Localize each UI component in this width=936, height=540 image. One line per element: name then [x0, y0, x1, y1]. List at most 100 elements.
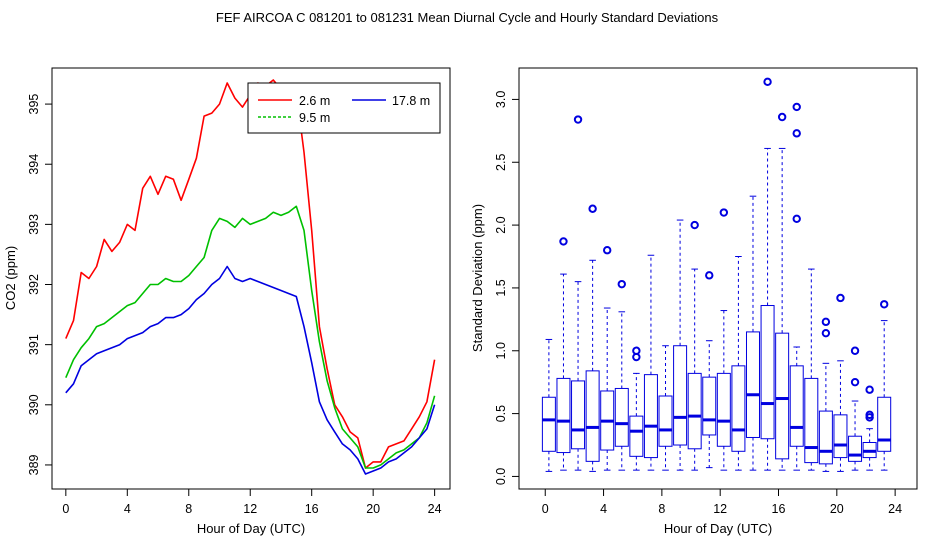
right-y-axis: 0.0 0.5 1.0 1.5 2.0 2.5 3.0	[494, 91, 520, 485]
box-hour-8	[658, 345, 673, 471]
iqr-box	[716, 372, 731, 447]
box-hour-23	[877, 300, 892, 471]
box-hour-19	[818, 317, 833, 472]
iqr-box	[760, 305, 775, 440]
right-x-axis-label: Hour of Day (UTC)	[664, 521, 772, 536]
outlier-point	[792, 129, 801, 138]
outlier-point	[690, 220, 699, 230]
outlier-point	[792, 214, 801, 224]
iqr-box	[702, 376, 717, 436]
legend-box	[247, 82, 441, 134]
iqr-box	[658, 395, 673, 447]
right-plot-frame	[518, 67, 918, 490]
box-hour-1	[556, 237, 571, 471]
right-x-tick-label-4: 4	[600, 502, 607, 516]
outlier-point	[792, 102, 801, 112]
box-hour-7	[643, 254, 658, 471]
iqr-box	[629, 415, 644, 457]
box-hour-4	[600, 246, 615, 471]
outlier-point	[865, 385, 874, 394]
iqr-box	[833, 414, 848, 459]
outlier-point	[705, 271, 714, 280]
left-x-tick-label-20: 20	[366, 502, 380, 516]
left-x-tick-label-12: 12	[243, 502, 257, 516]
box-hour-20	[833, 293, 848, 472]
left-y-tick-label-393: 393	[27, 214, 41, 235]
box-hour-14	[745, 195, 760, 471]
iqr-box	[643, 374, 658, 459]
right-y-tick-label-2.0: 2.0	[494, 216, 508, 233]
outlier-point	[865, 410, 874, 420]
left-x-tick-label-0: 0	[62, 502, 69, 516]
left-x-tick-label-24: 24	[428, 502, 442, 516]
outlier-point	[777, 112, 787, 122]
box-hour-12	[716, 208, 731, 471]
box-hour-2	[571, 115, 586, 471]
outlier-point	[632, 346, 641, 355]
outlier-point	[836, 293, 845, 303]
legend-label-2.6m: 2.6 m	[299, 94, 330, 108]
outlier-point	[879, 300, 889, 309]
right-x-tick-label-0: 0	[542, 502, 549, 516]
legend-label-17.8m: 17.8 m	[392, 94, 430, 108]
right-y-tick-label-1.5: 1.5	[494, 279, 508, 296]
left-x-axis-label: Hour of Day (UTC)	[197, 521, 305, 536]
std-dev-boxes	[541, 77, 892, 472]
right-x-tick-label-8: 8	[658, 502, 665, 516]
iqr-box	[556, 377, 571, 454]
right-x-tick-label-24: 24	[888, 502, 902, 516]
outlier-point	[617, 279, 626, 289]
outlier-point	[821, 328, 831, 338]
box-hour-16	[775, 112, 790, 471]
left-x-tick-label-8: 8	[185, 502, 192, 516]
iqr-box	[614, 387, 629, 447]
iqr-box	[848, 435, 863, 462]
co2-line-panel: 0 4 8 12 16 20 24 389 390 391 392 393 394 395 Hour o…	[3, 67, 451, 536]
box-hour-5	[614, 279, 629, 471]
box-hour-10	[687, 220, 702, 471]
box-hour-18	[804, 268, 819, 471]
box-hour-17	[789, 102, 804, 471]
iqr-box	[818, 410, 833, 465]
left-y-axis: 389 390 391 392 393 394 395	[27, 94, 53, 475]
left-y-tick-label-394: 394	[27, 154, 41, 175]
series-line-9.5m	[65, 205, 436, 469]
outlier-point	[573, 115, 583, 124]
box-hour-11	[702, 271, 717, 469]
iqr-box	[673, 345, 688, 446]
iqr-box	[687, 372, 702, 450]
right-y-tick-label-0.0: 0.0	[494, 468, 508, 485]
outlier-point	[763, 77, 772, 87]
right-y-tick-label-2.5: 2.5	[494, 154, 508, 171]
box-hour-6	[629, 346, 644, 471]
iqr-box	[804, 377, 819, 464]
iqr-box	[585, 370, 600, 462]
figure-title: FEF AIRCOA C 081201 to 081231 Mean Diurn…	[216, 10, 719, 25]
right-x-tick-label-20: 20	[830, 502, 844, 516]
iqr-box	[571, 380, 586, 450]
box-hour-0	[541, 338, 556, 472]
series-line-17.8m	[65, 265, 436, 475]
left-x-tick-label-4: 4	[124, 502, 131, 516]
right-x-tick-label-12: 12	[713, 502, 727, 516]
iqr-box	[541, 396, 556, 452]
box-hour-15	[760, 77, 775, 471]
box-hour-3	[585, 204, 600, 472]
legend-label-9.5m: 9.5 m	[299, 111, 330, 125]
left-y-axis-label: CO2 (ppm)	[3, 246, 18, 310]
left-y-tick-label-390: 390	[27, 394, 41, 415]
iqr-box	[745, 331, 760, 438]
box-hour-21	[848, 346, 863, 471]
left-x-tick-label-16: 16	[305, 502, 319, 516]
right-x-tick-label-16: 16	[772, 502, 786, 516]
right-y-tick-label-1.0: 1.0	[494, 342, 508, 359]
left-y-tick-label-395: 395	[27, 94, 41, 115]
iqr-box	[877, 396, 892, 452]
right-y-axis-label: Standard Deviation (ppm)	[470, 204, 485, 352]
right-y-tick-label-0.5: 0.5	[494, 405, 508, 422]
outlier-point	[603, 246, 612, 255]
legend: 2.6 m 9.5 m 17.8 m	[247, 82, 441, 134]
outlier-point	[850, 346, 860, 355]
left-y-tick-label-389: 389	[27, 454, 41, 475]
